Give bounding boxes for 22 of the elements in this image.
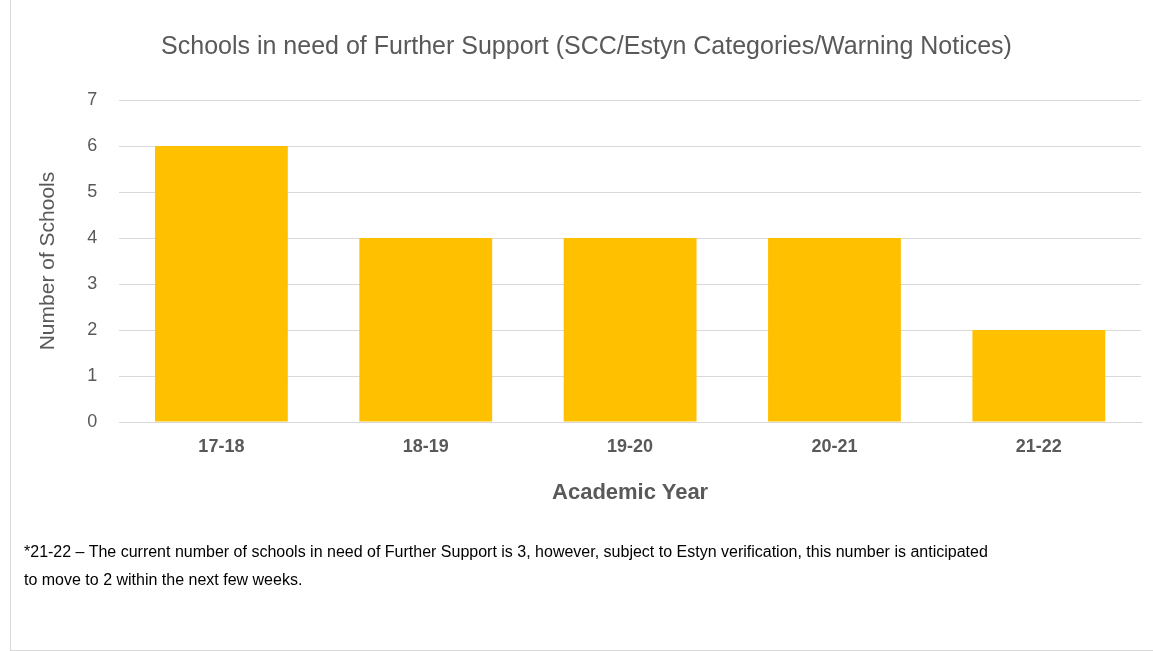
x-tick-label: 18-19 — [402, 435, 449, 456]
y-tick-label: 0 — [87, 410, 98, 431]
x-axis-title: Academic Year — [552, 478, 709, 504]
x-tick-label: 17-18 — [198, 435, 245, 456]
y-axis-title: Number of Schools — [35, 171, 59, 351]
y-tick-label: 2 — [87, 318, 98, 339]
bar — [154, 146, 288, 422]
y-tick-label: 7 — [87, 88, 98, 109]
y-tick-label: 5 — [87, 180, 98, 201]
y-tick-label: 6 — [87, 134, 98, 155]
bar — [768, 238, 901, 422]
bar — [359, 238, 493, 422]
y-tick-label: 4 — [87, 226, 98, 247]
y-tick-label: 1 — [87, 364, 98, 385]
bar — [563, 238, 697, 422]
x-tick-label: 19-20 — [607, 435, 654, 456]
bar — [972, 330, 1106, 422]
text: *21-22 – The current number of schools in need of Further Support is 3, however, subject to Estyn verification, this number is anticipated to move to 2 within the next few weeks. — [24, 542, 989, 590]
chart-title: Schools in need of Further Support (SCC/Estyn Categories/Warning Notices) — [161, 30, 1012, 59]
x-tick-label: 20-21 — [811, 435, 858, 456]
x-tick-label: 21-22 — [1015, 435, 1062, 456]
y-tick-label: 3 — [87, 272, 98, 293]
